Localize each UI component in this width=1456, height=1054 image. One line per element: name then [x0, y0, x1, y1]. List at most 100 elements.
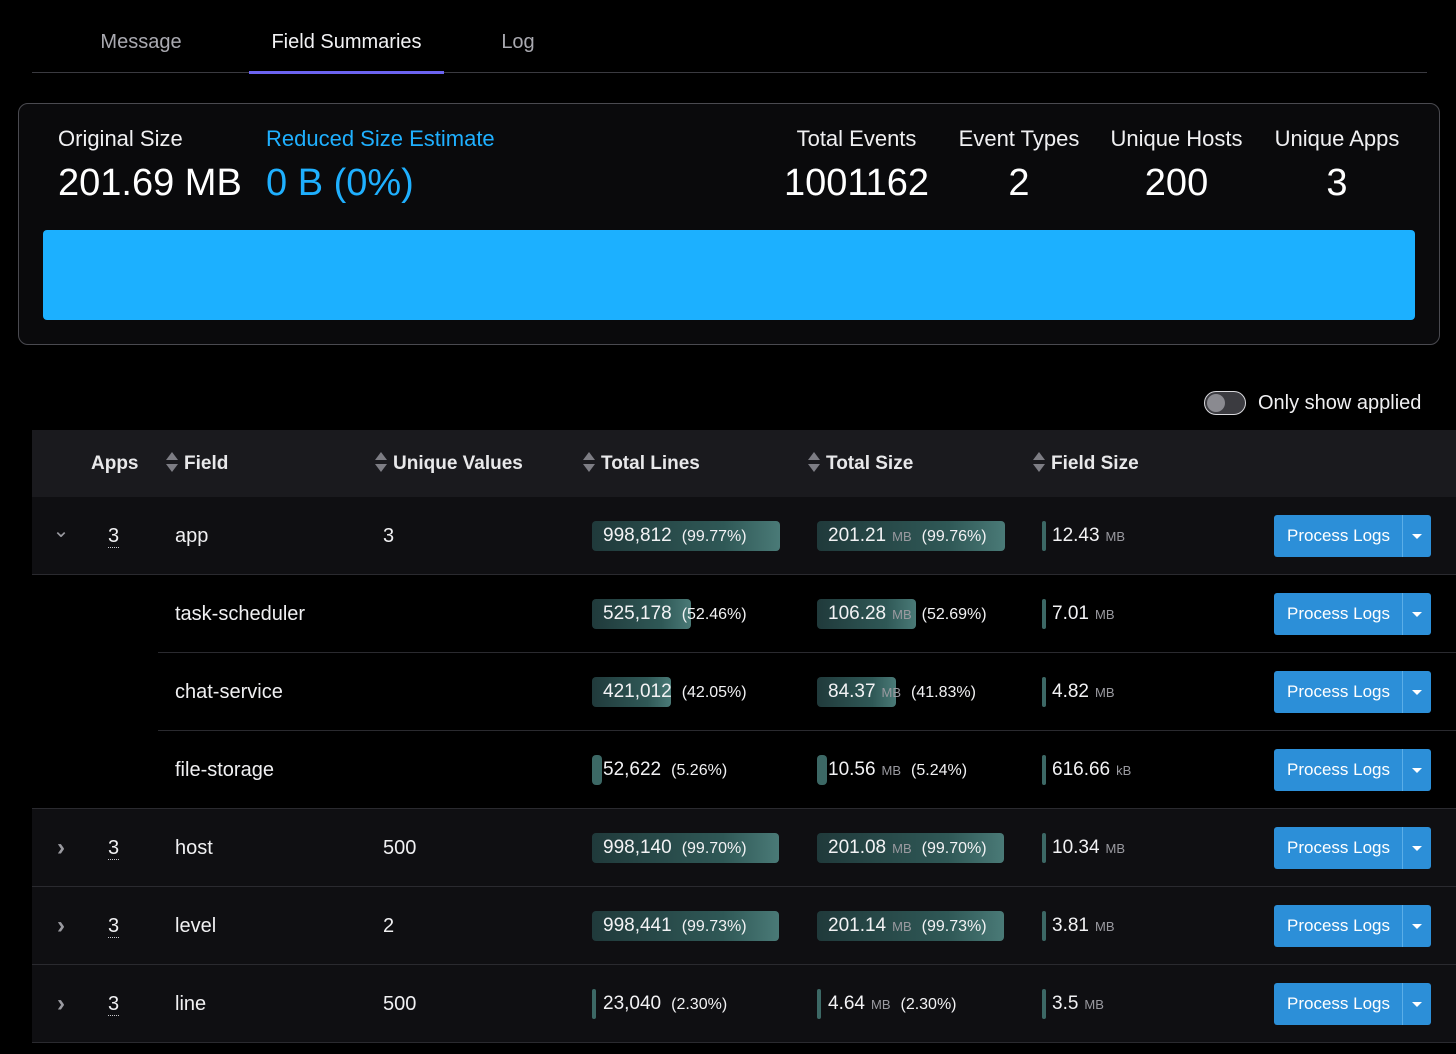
caret-down-icon[interactable] [1402, 671, 1431, 713]
total-lines-value: 998,140 [603, 837, 672, 858]
process-logs-button[interactable]: Process Logs [1274, 593, 1431, 635]
total-lines-percent: (2.30%) [671, 996, 728, 1013]
total-size-bar [817, 599, 916, 629]
caret-down-icon[interactable] [1402, 515, 1431, 557]
total-size-percent: (41.83%) [911, 684, 976, 701]
caret-down-icon[interactable] [1402, 593, 1431, 635]
sort-icon [808, 452, 820, 472]
total-lines-cell: 525,178 (52.46%) [592, 575, 780, 653]
caret-down-icon[interactable] [1402, 905, 1431, 947]
apps-count[interactable]: 3 [108, 887, 122, 965]
total-size-cell: 106.28 MB (52.69%) [817, 575, 1005, 653]
header-field-size[interactable]: Field Size [1033, 430, 1139, 497]
total-size-cell: 4.64 MB (2.30%) [817, 965, 1005, 1043]
total-lines-cell: 998,441 (99.73%) [592, 887, 780, 965]
field-name: line [175, 992, 207, 1015]
tab-log-metrics[interactable]: Log Metrics [486, 31, 550, 137]
field-size-text: 12.43 MB [1042, 525, 1125, 547]
tab-message-templates[interactable]: Message Templates [95, 31, 186, 137]
field-size-cell: 616.66 kB [1042, 731, 1230, 809]
field-size-text: 3.81 MB [1042, 915, 1114, 937]
tab-field-summaries[interactable]: Field Summaries [249, 0, 444, 74]
header-unique-values[interactable]: Unique Values [375, 430, 523, 497]
tab-bar: Message Templates Field Summaries Log Me… [32, 0, 1427, 137]
summary-card: Original Size 201.69 MB Reduced Size Est… [18, 103, 1440, 345]
unique-values-cell: 2 [383, 914, 395, 937]
header-total-lines[interactable]: Total Lines [583, 430, 700, 497]
total-events-stat: Total Events 1001162 [779, 126, 934, 205]
field-size-bar [1042, 521, 1046, 551]
process-logs-button[interactable]: Process Logs [1274, 749, 1431, 791]
total-size-bar [817, 521, 1005, 551]
header-total-size-label: Total Size [826, 453, 914, 474]
table-row: › 3 500 host 998,140 (99.70%) 201.08 MB (99.70%)… [32, 809, 1456, 887]
chevron-down-icon[interactable]: ⌄ [52, 519, 70, 542]
apps-count-value: 3 [108, 914, 120, 938]
unique-apps-label: Unique Apps [1274, 126, 1400, 151]
total-lines-percent: (99.77%) [681, 528, 747, 545]
unique-apps-stat: Unique Apps 3 [1269, 126, 1405, 205]
field-size-text: 616.66 kB [1042, 759, 1131, 781]
total-size-percent: (99.70%) [921, 840, 987, 857]
caret-down-icon[interactable] [1402, 749, 1431, 791]
unique-hosts-label: Unique Hosts [1110, 126, 1243, 151]
process-logs-label: Process Logs [1287, 838, 1390, 857]
field-size-cell: 3.81 MB [1042, 887, 1230, 965]
total-size-bar [817, 989, 821, 1019]
total-lines-value: 998,441 [603, 915, 672, 936]
apps-count-value: 3 [108, 836, 120, 860]
process-logs-button[interactable]: Process Logs [1274, 671, 1431, 713]
total-lines-bar [592, 755, 602, 785]
only-show-applied-toggle[interactable] [1204, 391, 1246, 415]
field-size-text: 4.82 MB [1042, 681, 1114, 703]
apps-count[interactable]: 3 [108, 965, 122, 1043]
event-types-label: Event Types [958, 126, 1080, 151]
table-subrow: file-storage 52,622 (5.26%) 10.56 MB (5.24%) 6… [32, 731, 1456, 809]
total-lines-percent: (52.46%) [681, 606, 747, 623]
process-logs-button[interactable]: Process Logs [1274, 983, 1431, 1025]
unique-values-cell: 500 [383, 836, 417, 859]
field-name: file-storage [175, 758, 274, 781]
apps-count[interactable]: 3 [108, 809, 122, 887]
field-size-value: 3.81 [1052, 915, 1089, 936]
total-lines-text: 525,178 (52.46%) [592, 603, 747, 625]
total-lines-percent: (5.26%) [671, 762, 728, 779]
header-total-size[interactable]: Total Size [808, 430, 913, 497]
total-size-cell: 201.21 MB (99.76%) [817, 497, 1005, 575]
chevron-right-icon[interactable]: › [57, 990, 65, 1017]
header-total-lines-label: Total Lines [601, 453, 700, 474]
field-name: host [175, 836, 213, 859]
chevron-right-icon[interactable]: › [57, 912, 65, 939]
header-apps[interactable]: Apps [91, 430, 139, 497]
toggle-knob [1207, 394, 1225, 412]
field-name: level [175, 914, 217, 937]
total-size-unit: MB [892, 529, 912, 544]
field-size-bar [1042, 911, 1046, 941]
process-logs-button[interactable]: Process Logs [1274, 827, 1431, 869]
process-logs-button[interactable]: Process Logs [1274, 905, 1431, 947]
total-size-bar [817, 755, 827, 785]
header-apps-label: Apps [91, 453, 139, 474]
field-summary-table: Apps Field Unique Values Total Lines Tot… [32, 430, 1456, 1043]
total-lines-value: 23,040 [603, 993, 662, 1014]
header-field[interactable]: Field [166, 430, 228, 497]
process-logs-button[interactable]: Process Logs [1274, 515, 1431, 557]
total-lines-value: 998,812 [603, 525, 672, 546]
chevron-right-icon[interactable]: › [57, 834, 65, 861]
process-logs-label: Process Logs [1287, 994, 1390, 1013]
caret-down-icon[interactable] [1402, 983, 1431, 1025]
field-size-value: 12.43 [1052, 525, 1100, 546]
unique-values-cell: 500 [383, 992, 417, 1015]
total-size-value: 201.21 [828, 525, 887, 546]
total-lines-bar [592, 989, 596, 1019]
caret-down-icon[interactable] [1402, 827, 1431, 869]
only-show-applied-control: Only show applied [1204, 389, 1421, 417]
total-lines-value: 421,012 [603, 681, 672, 702]
table-row: › 3 500 line 23,040 (2.30%) 4.64 MB (2.30%) 3.5 MB… [32, 965, 1456, 1043]
field-size-unit: MB [1105, 529, 1126, 544]
process-logs-label: Process Logs [1287, 604, 1390, 623]
total-size-unit: MB [892, 607, 912, 622]
apps-count[interactable]: 3 [108, 497, 122, 575]
original-size-stat: Original Size 201.69 MB [58, 126, 242, 205]
total-lines-cell: 421,012 (42.05%) [592, 653, 780, 731]
